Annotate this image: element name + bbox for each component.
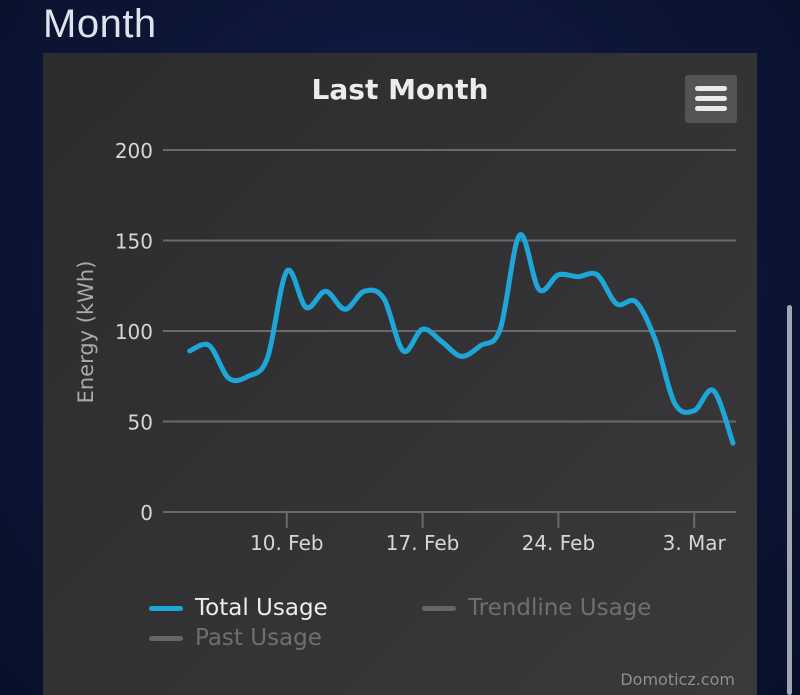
legend-item-total-usage[interactable]: Total Usage bbox=[149, 593, 328, 623]
x-axis-ticks: 10. Feb 17. Feb 24. Feb 3. Mar bbox=[250, 512, 727, 555]
y-axis-label: Energy (kWh) bbox=[74, 261, 98, 404]
scrollbar[interactable] bbox=[787, 305, 792, 695]
x-tick-label-2: 24. Feb bbox=[522, 531, 596, 555]
legend-label-total-usage: Total Usage bbox=[195, 595, 328, 621]
y-tick-label-150: 150 bbox=[115, 230, 153, 254]
x-tick-label-0: 10. Feb bbox=[250, 531, 324, 555]
legend-label-trendline-usage: Trendline Usage bbox=[468, 595, 652, 621]
legend-swatch-trendline-usage bbox=[422, 605, 456, 611]
chart-menu-button[interactable] bbox=[685, 75, 737, 123]
credits-link[interactable]: Domoticz.com bbox=[620, 670, 735, 689]
series-line-total-usage bbox=[187, 232, 736, 446]
x-tick-label-3: 3. Mar bbox=[663, 531, 727, 555]
y-tick-label-0: 0 bbox=[140, 501, 153, 525]
y-tick-label-100: 100 bbox=[115, 320, 153, 344]
legend-item-past-usage[interactable]: Past Usage bbox=[149, 623, 322, 653]
chart-title: Last Month bbox=[312, 73, 489, 106]
y-tick-label-200: 200 bbox=[115, 139, 153, 163]
y-tick-label-50: 50 bbox=[128, 411, 153, 435]
legend-swatch-past-usage bbox=[149, 635, 183, 641]
y-axis-ticks: 0 50 100 150 200 bbox=[115, 139, 153, 525]
legend-swatch-total-usage bbox=[149, 605, 183, 611]
legend-label-past-usage: Past Usage bbox=[195, 625, 322, 651]
x-tick-label-1: 17. Feb bbox=[386, 531, 460, 555]
grid-lines bbox=[163, 149, 736, 513]
legend-item-trendline-usage[interactable]: Trendline Usage bbox=[422, 593, 651, 623]
series-layer bbox=[187, 232, 736, 446]
section-title: Month bbox=[43, 2, 157, 46]
chart-svg: Last Month 0 50 100 150 200 10. Feb 17. Feb 24… bbox=[74, 73, 736, 555]
chart-panel: Last Month 0 50 100 150 200 10. Feb 17. Feb 24… bbox=[43, 53, 757, 695]
